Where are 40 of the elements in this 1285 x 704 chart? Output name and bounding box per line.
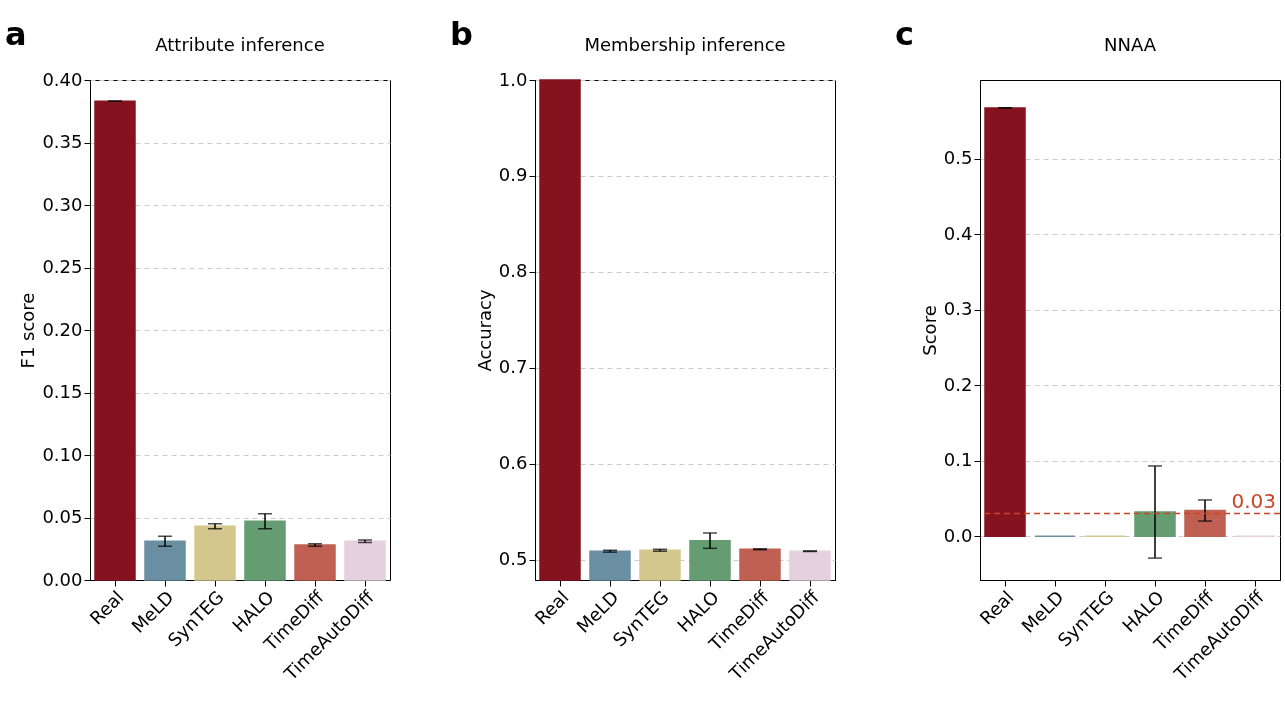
text: b [450, 15, 473, 53]
y-tick-label: 0.40 [42, 68, 83, 90]
y-tick-label: 0.3 [943, 298, 973, 320]
bar [984, 107, 1026, 537]
y-tick-label: 0.9 [498, 164, 528, 186]
bar [194, 525, 236, 581]
text: a [5, 15, 27, 53]
y-axis-title: F1 score [17, 292, 39, 369]
y-tick-label: 0.25 [42, 256, 83, 277]
bar [244, 520, 286, 581]
y-tick-label: 0.00 [42, 568, 83, 590]
y-tick-label: 0.05 [42, 506, 83, 527]
chart-title: Attribute inference [155, 34, 325, 55]
bar [344, 540, 386, 581]
y-tick-label: 0.5 [498, 548, 528, 570]
bar [1184, 509, 1226, 537]
y-tick-label: 0.1 [943, 449, 973, 471]
y-tick-label: 0.4 [943, 222, 973, 244]
bar [144, 540, 186, 581]
y-tick-label: 0.10 [42, 443, 83, 465]
y-tick-label: 0.5 [943, 147, 973, 169]
y-axis-title: Score [918, 305, 940, 356]
bar [294, 544, 336, 581]
y-tick-label: 0.0 [943, 524, 973, 546]
ref-line-label: 0.03 [1231, 488, 1276, 513]
y-axis-title: Accuracy [473, 289, 495, 372]
y-tick-label: 0.6 [498, 452, 528, 474]
y-tick-label: 0.2 [943, 373, 973, 395]
chart-title: NNAA [1103, 34, 1157, 55]
y-tick-label: 0.20 [42, 318, 83, 340]
y-tick-label: 0.8 [498, 260, 528, 282]
bar [94, 100, 136, 581]
y-tick-label: 1.0 [498, 68, 528, 90]
chart-title: Membership inference [584, 34, 786, 55]
y-tick-label: 0.30 [42, 193, 83, 215]
text: c [895, 15, 914, 53]
bar [1134, 511, 1176, 537]
y-tick-label: 0.7 [498, 356, 528, 378]
y-tick-label: 0.15 [42, 381, 83, 402]
y-tick-label: 0.35 [42, 131, 83, 152]
